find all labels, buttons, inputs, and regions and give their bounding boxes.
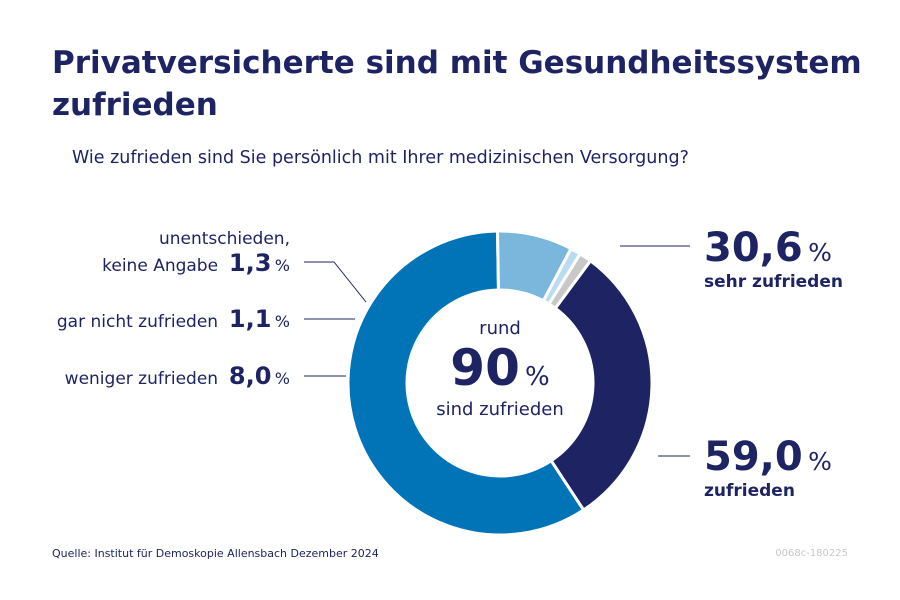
label-weniger-zufrieden: weniger zufrieden 8,0 % [65, 364, 290, 391]
chart-code: 0068c-180225 [775, 548, 848, 559]
label-sehr-zufrieden-text: sehr zufrieden [704, 272, 843, 292]
pct-sehr-zufrieden: % [808, 238, 832, 267]
label-unentschieden: unentschieden, keine Angabe 1,3 % [102, 227, 290, 278]
pct-unentschieden: % [274, 256, 290, 275]
label-sehr-zufrieden: 30,6 % sehr zufrieden [704, 226, 843, 294]
donut-slice-1 [346, 229, 586, 537]
pct-gar-nicht-zufrieden: % [274, 312, 290, 331]
label-zufrieden: 59,0 % zufrieden [704, 435, 832, 503]
label-unentschieden-line2: keine Angabe [102, 256, 219, 276]
donut-slice-0 [549, 258, 654, 513]
value-gar-nicht-zufrieden: 1,1 [228, 305, 272, 333]
center-value: 90 % [430, 340, 570, 396]
value-zufrieden: 59,0 [704, 434, 803, 480]
label-gar-nicht-zufrieden: gar nicht zufrieden 1,1 % [57, 307, 290, 334]
center-value-unit: % [524, 362, 550, 392]
value-weniger-zufrieden: 8,0 [228, 362, 272, 390]
chart-subtitle: Wie zufrieden sind Sie persönlich mit Ih… [72, 148, 689, 168]
donut-slice-4 [546, 251, 593, 311]
pct-weniger-zufrieden: % [274, 369, 290, 388]
center-top-text: rund [479, 318, 521, 339]
label-unentschieden-line1: unentschieden, [158, 229, 290, 249]
source-note: Quelle: Institut für Demoskopie Allensba… [52, 547, 379, 560]
label-weniger-zufrieden-text: weniger zufrieden [64, 369, 219, 389]
center-bottom-text: sind zufrieden [436, 399, 564, 420]
center-value-number: 90 [450, 339, 520, 397]
pct-zufrieden: % [808, 447, 832, 476]
label-gar-nicht-zufrieden-text: gar nicht zufrieden [56, 312, 219, 332]
leader-unentschieden [304, 261, 367, 303]
value-sehr-zufrieden: 30,6 [704, 225, 803, 271]
label-zufrieden-text: zufrieden [704, 481, 795, 501]
chart-title: Privatversicherte sind mit Gesundheitssy… [52, 45, 862, 123]
value-unentschieden: 1,3 [228, 249, 272, 277]
